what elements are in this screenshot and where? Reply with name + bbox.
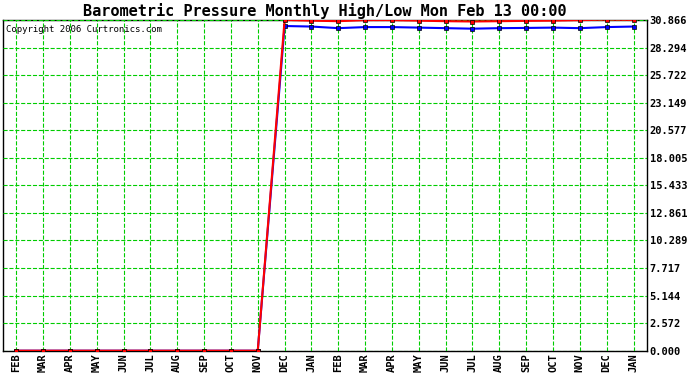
Text: Copyright 2006 Curtronics.com: Copyright 2006 Curtronics.com bbox=[6, 25, 162, 34]
Title: Barometric Pressure Monthly High/Low Mon Feb 13 00:00: Barometric Pressure Monthly High/Low Mon… bbox=[83, 3, 566, 19]
